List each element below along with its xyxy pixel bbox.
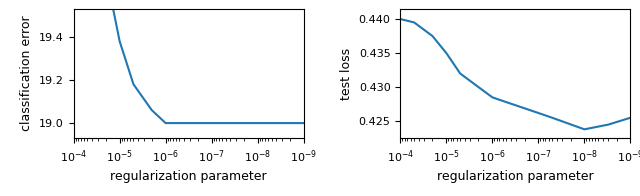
Y-axis label: classification error: classification error xyxy=(20,16,33,131)
X-axis label: regularization parameter: regularization parameter xyxy=(110,170,267,183)
X-axis label: regularization parameter: regularization parameter xyxy=(437,170,594,183)
Y-axis label: test loss: test loss xyxy=(340,47,353,100)
